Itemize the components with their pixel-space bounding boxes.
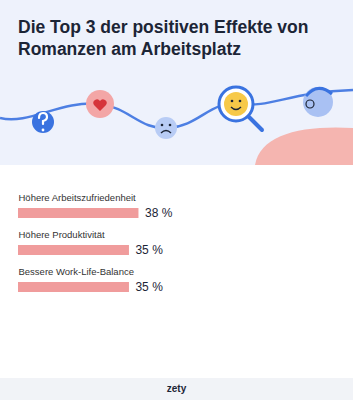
html-text:zety: zety (166, 383, 187, 394)
svg-text:38 %: 38 % (145, 206, 173, 220)
svg-text:35 %: 35 % (135, 280, 163, 294)
svg-text:Höhere Arbeitszufriedenheit: Höhere Arbeitszufriedenheit (19, 192, 137, 203)
svg-text:Bessere Work-Life-Balance: Bessere Work-Life-Balance (19, 266, 134, 277)
svg-text:35 %: 35 % (135, 243, 163, 257)
html-text:Die Top 3 der positiven Effekt: Die Top 3 der positiven Effekte von Roma… (18, 17, 309, 59)
svg-text:Höhere Produktivität: Höhere Produktivität (19, 229, 105, 240)
